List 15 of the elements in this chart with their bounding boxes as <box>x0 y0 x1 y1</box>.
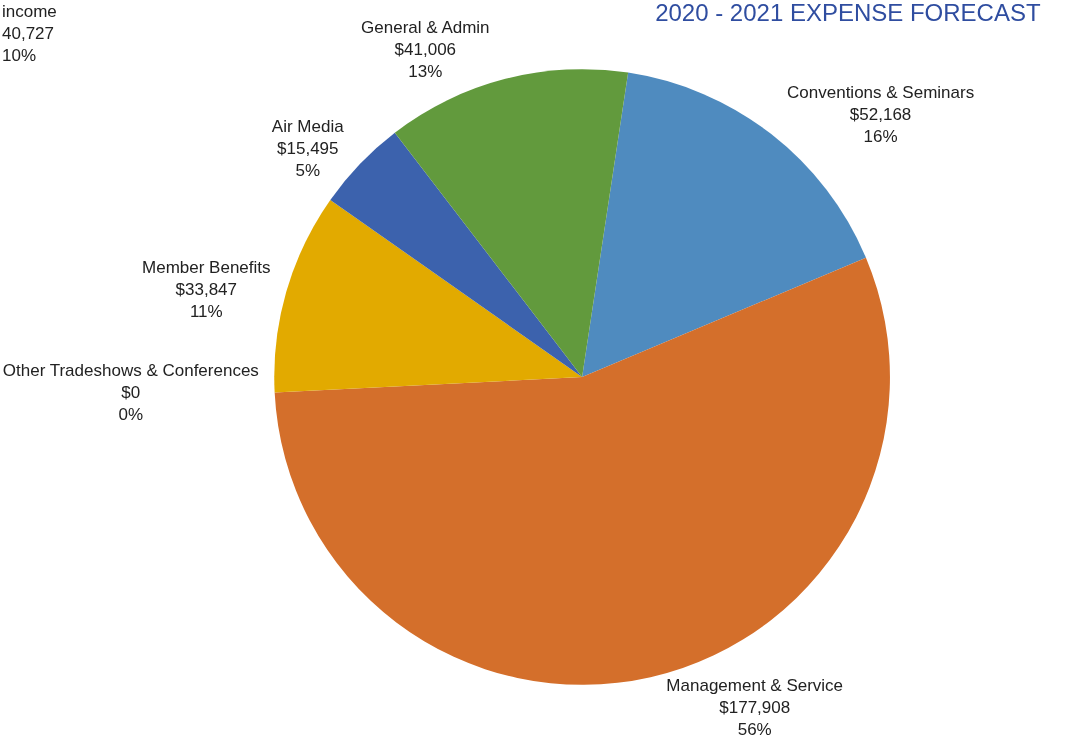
slice-label: General & Admin <box>361 17 490 37</box>
data-label: $177,908 56% <box>719 697 791 739</box>
category-label: Other Tradeshows & Conferences <box>2 361 259 381</box>
slice-label: Air Media <box>271 117 345 137</box>
data-label: $15,495 5% <box>277 139 339 181</box>
text: income 40,727 10% <box>2 2 57 66</box>
slice-label: Member Benefits <box>142 257 271 277</box>
data-label: $52,168 16% <box>849 104 912 147</box>
data-label: $41,006 13% <box>394 39 457 81</box>
data-label: $33,847 11% <box>175 279 238 321</box>
slice-label: Conventions & Seminars <box>787 82 975 102</box>
text: $0 0% <box>118 383 144 425</box>
chart-title: 2020 - 2021 EXPENSE FORECAST <box>655 0 1041 26</box>
pie-slice <box>274 199 583 393</box>
slice-label: Management & Service <box>666 675 844 695</box>
